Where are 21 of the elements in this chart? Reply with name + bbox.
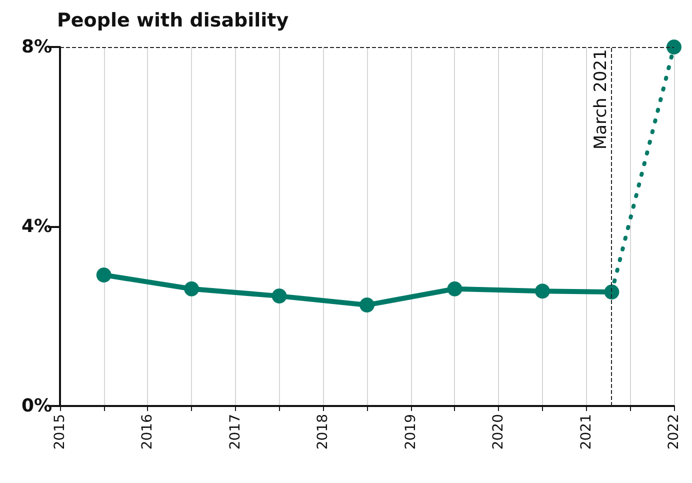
x-tick-label: 2022	[666, 414, 682, 450]
point	[184, 281, 200, 296]
x-tick-label: 2018	[315, 414, 332, 450]
point	[360, 298, 374, 313]
point	[272, 288, 287, 304]
x-tick-label: 2021	[578, 414, 594, 450]
x-tick-label: 2019	[402, 414, 419, 450]
point	[534, 284, 550, 299]
y-tick-label: 0%	[21, 396, 52, 416]
x-tick-label: 2016	[140, 414, 156, 450]
ref-line-label: March 2021	[591, 49, 612, 150]
y-tick-label: 8%	[21, 36, 52, 58]
chart-title: People with disability	[57, 10, 290, 32]
point	[447, 281, 462, 296]
point	[666, 40, 682, 54]
point	[604, 284, 620, 300]
x-tick-label: 2020	[490, 414, 507, 450]
y-tick-label: 4%	[21, 216, 52, 237]
x-tick-label: 2017	[227, 414, 244, 450]
point	[96, 267, 112, 282]
x-tick-label: 2015	[52, 414, 68, 450]
